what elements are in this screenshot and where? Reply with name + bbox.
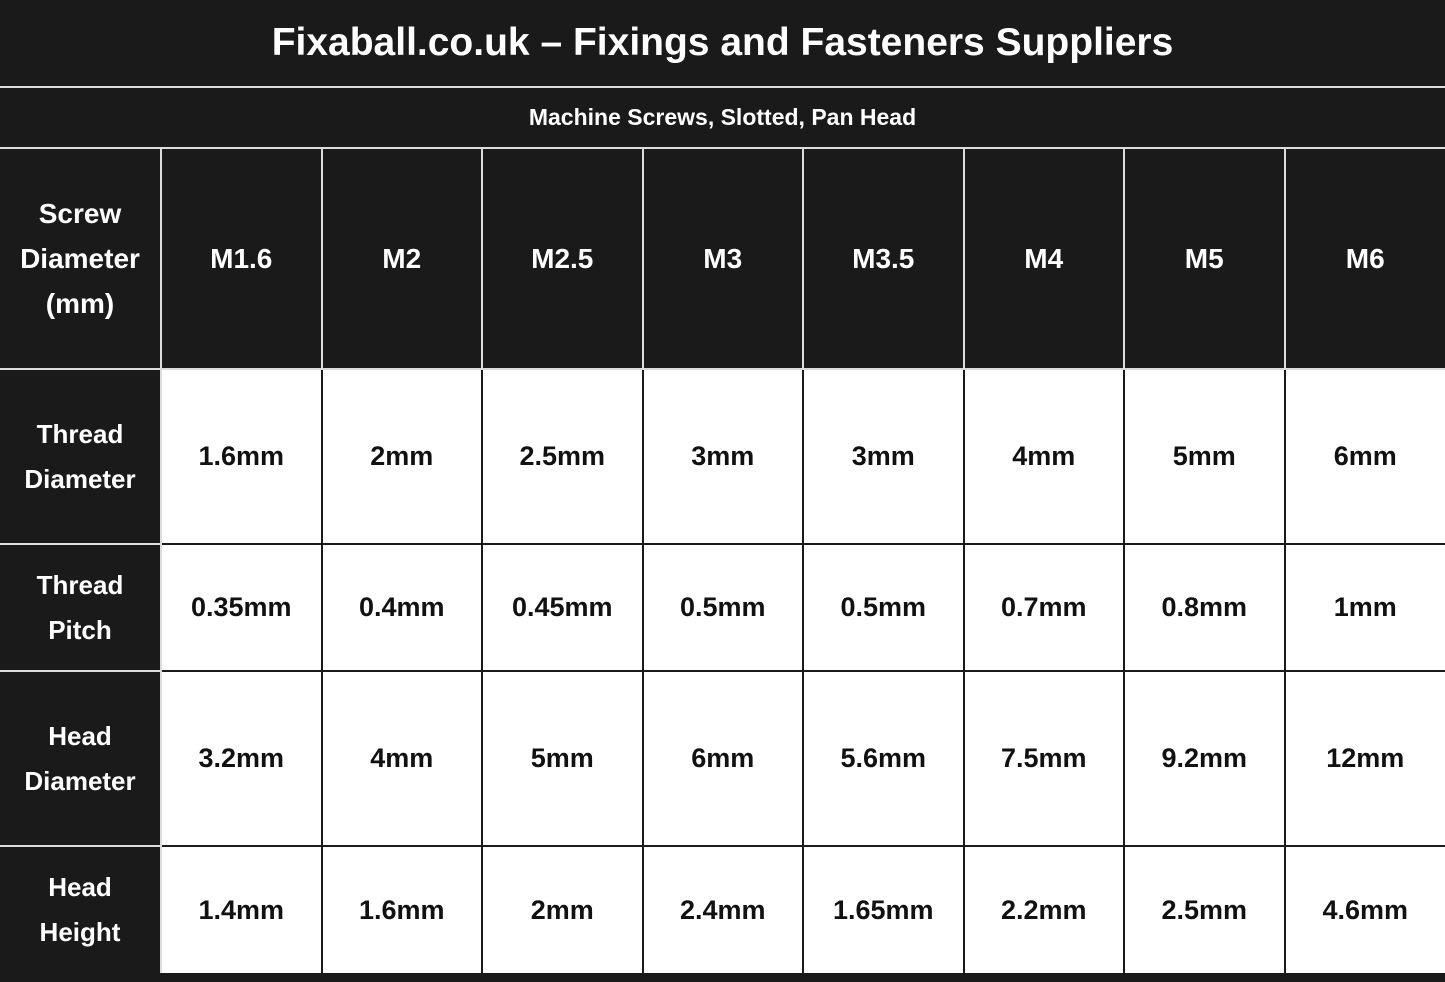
table-cell: 0.7mm <box>962 543 1125 672</box>
table-cell: 0.5mm <box>641 543 804 672</box>
header-label-line: Diameter <box>20 243 140 274</box>
table-cell: 3.2mm <box>160 670 323 847</box>
header-label-line: Screw <box>38 198 122 229</box>
table-cell: 3mm <box>641 368 804 545</box>
table-cell: 0.4mm <box>320 543 483 672</box>
table-cell: 4mm <box>320 670 483 847</box>
row-label-line: Head <box>48 720 112 751</box>
header-size-m3: M3 <box>641 147 804 370</box>
page-title: Fixaball.co.uk – Fixings and Fasteners S… <box>0 0 1445 88</box>
table-cell: 2.5mm <box>1123 845 1286 973</box>
table-cell: 5.6mm <box>802 670 965 847</box>
table-cell: 0.45mm <box>481 543 644 672</box>
table-cell: 1.6mm <box>160 368 323 545</box>
header-size-m2-5: M2.5 <box>481 147 644 370</box>
table-row: Head Height 1.4mm 1.6mm 2mm 2.4mm 1.65mm 2.2mm 2… <box>0 845 1445 973</box>
header-size-m3-5: M3.5 <box>802 147 965 370</box>
table-cell: 1.6mm <box>320 845 483 973</box>
table-cell: 2mm <box>481 845 644 973</box>
table-row: Thread Pitch 0.35mm 0.4mm 0.45mm 0.5mm 0.5mm 0.… <box>0 543 1445 672</box>
header-size-m4: M4 <box>962 147 1125 370</box>
header-size-m2: M2 <box>320 147 483 370</box>
table-cell: 0.35mm <box>160 543 323 672</box>
header-size-m5: M5 <box>1123 147 1286 370</box>
table-cell: 0.5mm <box>802 543 965 672</box>
table-cell: 5mm <box>1123 368 1286 545</box>
table-row: Head Diameter 3.2mm 4mm 5mm 6mm 5.6mm 7.5mm 9.2m… <box>0 670 1445 847</box>
row-label: Thread Diameter <box>0 368 162 545</box>
table-subtitle: Machine Screws, Slotted, Pan Head <box>0 86 1445 149</box>
table-cell: 4mm <box>962 368 1125 545</box>
table-cell: 12mm <box>1283 670 1445 847</box>
table-cell: 2.2mm <box>962 845 1125 973</box>
row-label: Thread Pitch <box>0 543 162 672</box>
table-row: Thread Diameter 1.6mm 2mm 2.5mm 3mm 3mm 4mm 5mm 6… <box>0 368 1445 545</box>
row-label-line: Diameter <box>24 765 136 796</box>
table-cell: 2mm <box>320 368 483 545</box>
row-label: Head Diameter <box>0 670 162 847</box>
row-label-line: Pitch <box>48 614 112 645</box>
header-row: Screw Diameter (mm) M1.6 M2 M2.5 M3 M3.5 M4 M5… <box>0 147 1445 370</box>
table-cell: 0.8mm <box>1123 543 1286 672</box>
header-size-m1-6: M1.6 <box>160 147 323 370</box>
table-cell: 4.6mm <box>1283 845 1445 973</box>
table-cell: 3mm <box>802 368 965 545</box>
row-label-line: Diameter <box>24 463 136 494</box>
header-label: Screw Diameter (mm) <box>0 147 162 370</box>
table-cell: 1.4mm <box>160 845 323 973</box>
table-cell: 1.65mm <box>802 845 965 973</box>
row-label-line: Height <box>39 917 121 947</box>
table-cell: 6mm <box>641 670 804 847</box>
row-label-line: Head <box>48 872 112 902</box>
table-cell: 2.4mm <box>641 845 804 973</box>
header-size-m6: M6 <box>1283 147 1445 370</box>
row-label-line: Thread <box>36 418 124 449</box>
row-label-line: Thread <box>36 569 124 600</box>
table-cell: 5mm <box>481 670 644 847</box>
row-label: Head Height <box>0 845 162 973</box>
table-cell: 9.2mm <box>1123 670 1286 847</box>
table-cell: 7.5mm <box>962 670 1125 847</box>
table-cell: 2.5mm <box>481 368 644 545</box>
table-cell: 1mm <box>1283 543 1445 672</box>
header-label-line: (mm) <box>45 288 115 319</box>
table-cell: 6mm <box>1283 368 1445 545</box>
